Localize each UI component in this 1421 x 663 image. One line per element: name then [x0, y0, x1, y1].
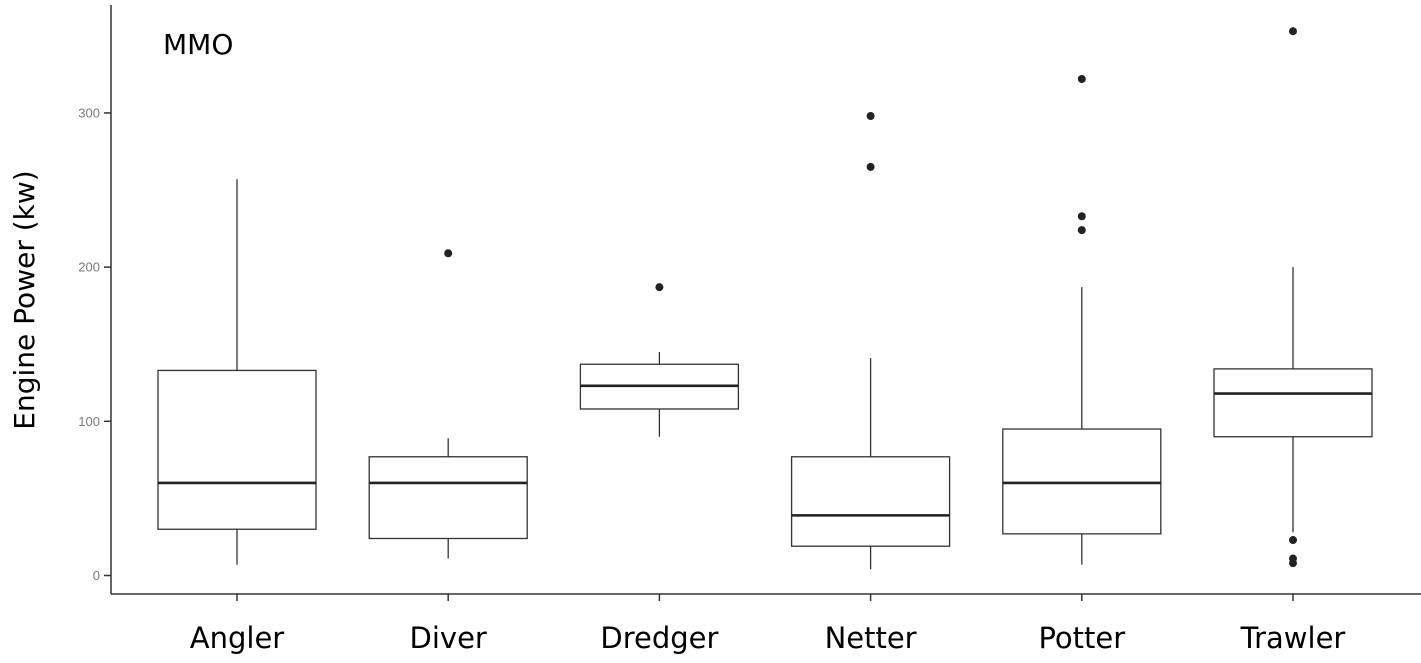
outlier-point	[1077, 212, 1086, 221]
outlier-point	[866, 162, 875, 171]
x-tick-label-netter: Netter	[825, 621, 917, 655]
x-tick-label-trawler: Trawler	[1240, 621, 1346, 655]
x-tick-label-angler: Angler	[190, 621, 285, 655]
box-trawler	[1213, 27, 1373, 568]
iqr-box	[157, 369, 317, 530]
iqr-box	[1213, 368, 1373, 438]
y-tick-label: 200	[78, 260, 100, 275]
iqr-box	[790, 456, 951, 547]
box-angler	[157, 179, 317, 565]
y-tick-label: 300	[78, 105, 100, 120]
outlier-point	[1077, 75, 1086, 84]
box-potter	[1002, 75, 1162, 565]
y-axis-label: Engine Power (kw)	[8, 170, 41, 429]
box-netter	[790, 112, 951, 570]
outlier-point	[1289, 536, 1297, 545]
outlier-point	[1077, 226, 1086, 235]
y-tick-label: 0	[93, 568, 100, 583]
outlier-point	[444, 249, 453, 258]
outlier-point	[655, 283, 664, 292]
y-tick-label: 100	[78, 414, 100, 429]
chart-title: MMO	[163, 28, 233, 61]
outlier-point	[1289, 27, 1297, 36]
outlier-point	[1289, 559, 1297, 568]
x-tick-label-potter: Potter	[1038, 621, 1125, 655]
box-dredger	[579, 283, 740, 437]
box-diver	[368, 249, 528, 559]
x-tick-label-diver: Diver	[410, 621, 487, 655]
iqr-box	[1002, 428, 1162, 535]
iqr-box	[368, 456, 528, 540]
x-tick-label-dredger: Dredger	[600, 621, 718, 655]
outlier-point	[866, 112, 875, 121]
